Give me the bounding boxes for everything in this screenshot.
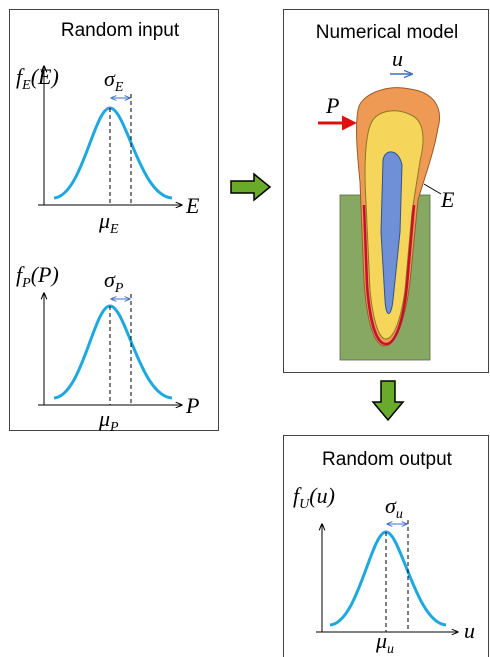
mu-label: μE <box>98 208 119 237</box>
curve <box>53 106 173 200</box>
tooth-model: u P E <box>318 46 455 361</box>
pulp <box>380 151 403 314</box>
input-box <box>9 9 219 431</box>
sigma-label: σE <box>104 66 124 95</box>
plot-p: fP(P) σP μP P <box>16 262 199 435</box>
input-title: Random input <box>61 20 180 41</box>
density-label: fP(P) <box>16 262 59 291</box>
mu-label: μP <box>98 406 119 435</box>
ligament <box>362 204 416 346</box>
leader-line <box>423 183 442 195</box>
e-label: E <box>440 187 455 212</box>
output-box <box>283 435 489 657</box>
mu-label: μu <box>375 628 394 657</box>
model-title: Numerical model <box>316 22 459 43</box>
curve <box>53 304 173 400</box>
sigma-label: σP <box>104 267 124 296</box>
curve <box>329 530 447 627</box>
density-label: fU(u) <box>293 483 335 512</box>
axis-label: u <box>464 618 475 643</box>
density-label: fE(E) <box>16 64 59 93</box>
flow-arrow <box>230 172 272 202</box>
flow-arrow <box>371 380 405 422</box>
p-label: P <box>325 93 339 118</box>
axis-label: P <box>185 393 199 418</box>
u-label: u <box>392 46 403 71</box>
plot-u: fU(u) σu μu u <box>293 483 475 657</box>
output-title: Random output <box>322 449 453 470</box>
model-box <box>283 9 489 373</box>
axis-label: E <box>185 193 200 218</box>
sigma-label: σu <box>385 493 403 522</box>
plot-e: fE(E) σE μE E <box>16 64 200 237</box>
